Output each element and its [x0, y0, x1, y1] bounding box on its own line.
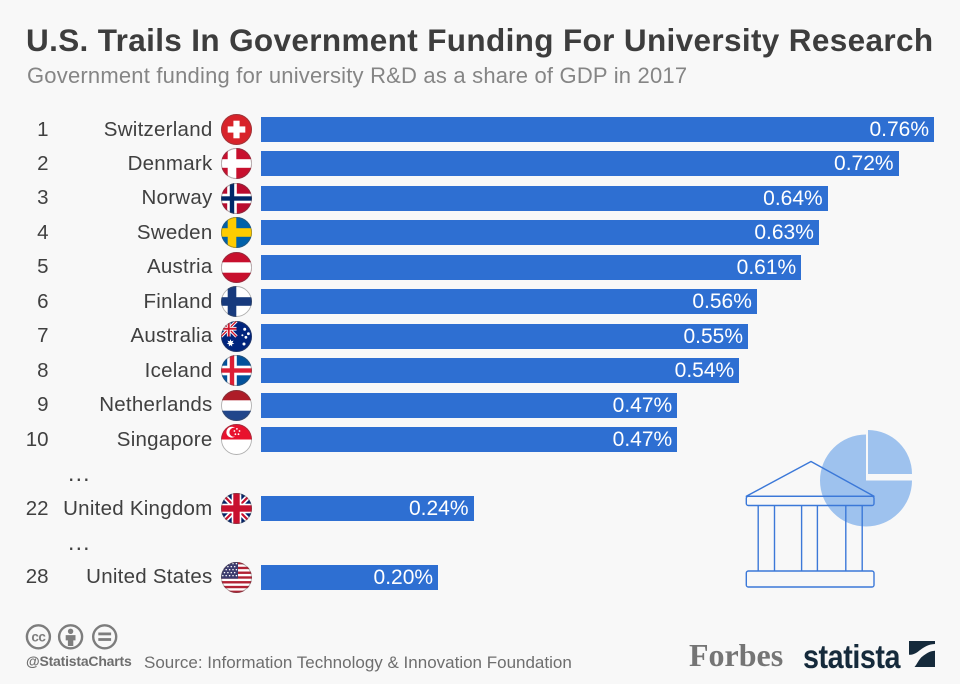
svg-text:cc: cc: [31, 630, 46, 645]
